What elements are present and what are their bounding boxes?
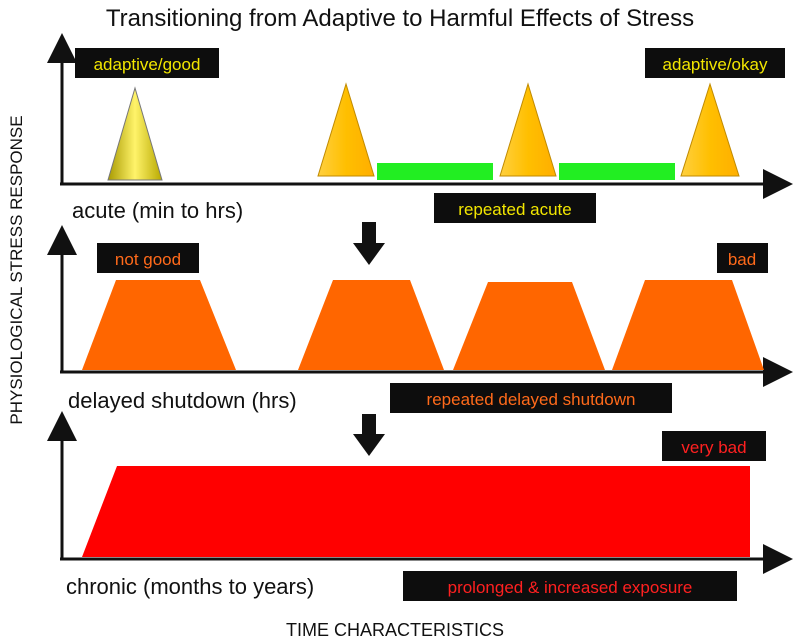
- badge-adaptive-good: adaptive/good: [94, 55, 201, 74]
- chronic-shape: [82, 466, 750, 557]
- delayed-shape-4: [612, 280, 764, 370]
- badge-exposure-bg: [403, 571, 737, 601]
- delayed-shape-3: [453, 282, 605, 370]
- delayed-shape-1: [82, 280, 236, 370]
- delayed-panel: not good bad repeated delayed shutdown d…: [47, 225, 793, 413]
- delayed-label: delayed shutdown (hrs): [68, 388, 297, 413]
- badge-repeated-acute-bg: [434, 193, 596, 223]
- acute-triangle-3: [680, 82, 740, 177]
- acute-triangle-1: [317, 82, 375, 177]
- badge-not-good: not good: [115, 250, 181, 269]
- acute-label: acute (min to hrs): [72, 198, 243, 223]
- delayed-shape-2: [298, 280, 444, 370]
- badge-very-bad-bg: [662, 431, 766, 461]
- badge-bad: bad: [728, 250, 756, 269]
- badge-adaptive-okay-bg: [645, 48, 785, 78]
- acute-cone: [107, 86, 163, 181]
- green-bar-1: [377, 163, 493, 180]
- badge-repeated-delayed-bg: [390, 383, 672, 413]
- badge-very-bad: very bad: [681, 438, 746, 457]
- y-axis-label: PHYSIOLOGICAL STRESS RESPONSE: [7, 115, 26, 424]
- chronic-label: chronic (months to years): [66, 574, 314, 599]
- green-bar-2: [559, 163, 675, 180]
- x-axis-label: TIME CHARACTERISTICS: [286, 620, 504, 640]
- acute-triangle-2: [499, 82, 557, 177]
- diagram-title: Transitioning from Adaptive to Harmful E…: [106, 5, 694, 32]
- badge-exposure: prolonged & increased exposure: [448, 578, 693, 597]
- chronic-panel: very bad prolonged & increased exposure …: [47, 411, 793, 601]
- down-arrow-1: [353, 222, 385, 265]
- badge-adaptive-good-bg: [75, 48, 219, 78]
- badge-adaptive-okay: adaptive/okay: [663, 55, 768, 74]
- down-arrow-2: [353, 414, 385, 456]
- acute-panel: adaptive/good adaptive/okay repeated acu…: [47, 33, 793, 223]
- badge-repeated-acute: repeated acute: [458, 200, 571, 219]
- badge-repeated-delayed: repeated delayed shutdown: [427, 390, 636, 409]
- badge-bad-bg: [717, 243, 768, 273]
- badge-not-good-bg: [97, 243, 199, 273]
